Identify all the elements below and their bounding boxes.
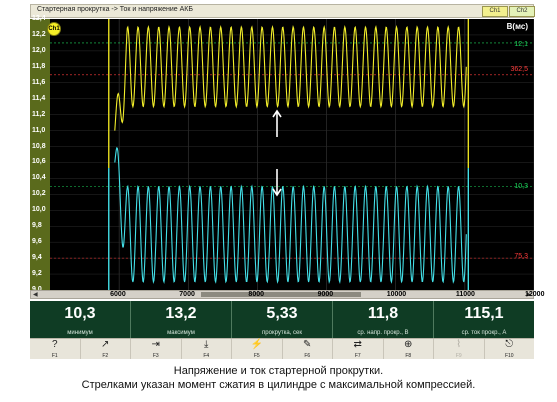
fkey-label: F2 xyxy=(102,353,109,359)
pen-icon: ✎ xyxy=(303,339,312,350)
oscillogram-svg xyxy=(50,19,534,290)
x-tick-label: 11000 xyxy=(455,291,475,298)
x-tick-label: 8000 xyxy=(248,291,264,298)
readout-cell: 5,33 прокрутка, сек xyxy=(232,301,333,338)
caption-line-2: Стрелками указан момент сжатия в цилиндр… xyxy=(81,379,476,391)
x-tick-label: 12000 xyxy=(525,291,545,298)
y-tick-label: 9,0 xyxy=(32,286,42,293)
readout-value: 5,33 xyxy=(266,305,298,322)
fkey-f1-button[interactable]: ? F1 xyxy=(30,339,81,359)
channel-1-button[interactable]: Ch1 xyxy=(482,6,508,17)
y-tick-label: 9,4 xyxy=(32,254,42,262)
function-key-bar: ? F1 ↗ F2 ⇥ F3 ⤓ F4 ⚡ F5 ✎ F6 ⇄ F7 ⊕ F8 ⌇ F9 ⎋ F10 xyxy=(30,338,534,359)
fkey-f6-button[interactable]: ✎ F6 xyxy=(283,339,333,359)
y-tick-label: 10,4 xyxy=(32,174,46,182)
fkey-label: F1 xyxy=(51,353,58,359)
y-tick-label: 11,2 xyxy=(32,110,46,118)
fkey-f9-button[interactable]: ⌇ F9 xyxy=(434,339,485,359)
readout-cell: 10,3 минимум xyxy=(30,301,131,338)
horizontal-scrollbar[interactable]: ◀ ▶ 6000 7000 8000 9000 10000 11000 12000 xyxy=(30,290,544,299)
exit-icon: ⎋ xyxy=(505,339,514,350)
y-tick-label: 11,6 xyxy=(32,78,46,86)
oscillogram-plot[interactable]: В(мс) 12,1 362,5 10,3 75,3 xyxy=(50,19,534,290)
fkey-label: F4 xyxy=(203,353,210,359)
readout-caption: ср. напр. прокр., В xyxy=(357,330,409,336)
y-tick-label: 12,2 xyxy=(32,30,46,38)
x-tick-label: 7000 xyxy=(179,291,195,298)
fkey-label: F9 xyxy=(455,353,462,359)
y-tick-label: 10,2 xyxy=(32,190,46,198)
channel-2-button[interactable]: Ch2 xyxy=(509,6,535,17)
readout-caption: прокрутка, сек xyxy=(262,330,302,336)
scroll-right-icon[interactable]: ▶ xyxy=(526,292,531,298)
fkey-f5-button[interactable]: ⚡ F5 xyxy=(232,339,283,359)
channel-1-badge[interactable]: Ch1 xyxy=(47,22,61,36)
trigger-icon: ⚡ xyxy=(250,339,263,350)
fkey-label: F10 xyxy=(504,353,514,359)
caption-line-1: Напряжение и ток стартерной прокрутки. xyxy=(173,365,384,377)
zoom-x-icon: ⇥ xyxy=(151,339,160,350)
voltage-trace xyxy=(114,24,467,131)
y-axis: 12,4 12,2 12,0 11,8 11,6 11,4 11,2 11,0 10,8 10,6… xyxy=(30,15,50,293)
fkey-f10-button[interactable]: ⎋ F10 xyxy=(485,339,535,359)
lower-top-marker-label: 10,3 xyxy=(514,183,528,190)
y-tick-label: 10,0 xyxy=(32,206,46,214)
upper-bottom-marker-label: 362,5 xyxy=(510,66,528,73)
fkey-f7-button[interactable]: ⇄ F7 xyxy=(333,339,384,359)
units-label: В(мс) xyxy=(506,22,528,31)
fkey-f8-button[interactable]: ⊕ F8 xyxy=(384,339,434,359)
fkey-label: F6 xyxy=(304,353,311,359)
help-icon: ? xyxy=(51,339,58,350)
compression-arrow-down-head xyxy=(272,188,282,197)
readout-caption: максимум xyxy=(167,330,195,336)
readout-caption: минимум xyxy=(67,330,93,336)
fkey-f2-button[interactable]: ↗ F2 xyxy=(81,339,131,359)
x-tick-label: 6000 xyxy=(110,291,126,298)
y-tick-label: 11,4 xyxy=(32,94,46,102)
y-tick-label: 12,4 xyxy=(32,15,46,22)
scroll-left-icon[interactable]: ◀ xyxy=(33,292,38,298)
fkey-label: F8 xyxy=(405,353,412,359)
y-tick-label: 10,6 xyxy=(32,158,46,166)
figure-caption: Напряжение и ток стартерной прокрутки. С… xyxy=(0,364,557,392)
compression-arrow-up-head xyxy=(272,109,282,118)
filter-icon: ⌇ xyxy=(456,339,462,350)
y-tick-label: 10,8 xyxy=(32,142,46,150)
fkey-label: F3 xyxy=(152,353,159,359)
readout-value: 13,2 xyxy=(165,305,197,322)
readout-caption: ср. ток прокр., А xyxy=(461,330,507,336)
fkey-f4-button[interactable]: ⤓ F4 xyxy=(182,339,232,359)
y-tick-label: 11,8 xyxy=(32,62,46,70)
readout-value: 115,1 xyxy=(464,305,504,322)
lower-bottom-marker-label: 75,3 xyxy=(514,253,528,260)
crosshair-icon: ⊕ xyxy=(404,339,413,350)
readout-panel: 10,3 минимум 13,2 максимум 5,33 прокрутка, се… xyxy=(30,301,534,338)
readout-cell: 11,8 ср. напр. прокр., В xyxy=(333,301,434,338)
readout-cell: 13,2 максимум xyxy=(131,301,232,338)
zoom-y-icon: ⤓ xyxy=(204,339,209,350)
swap-icon: ⇄ xyxy=(353,339,362,350)
readout-value: 10,3 xyxy=(64,305,96,322)
y-tick-label: 9,2 xyxy=(32,270,42,278)
x-tick-label: 9000 xyxy=(317,291,334,298)
x-tick-label: 10000 xyxy=(386,291,407,298)
wave-edit-icon: ↗ xyxy=(101,339,110,350)
fkey-label: F7 xyxy=(354,353,361,359)
current-trace xyxy=(114,147,467,284)
title-bar: Стартерная прокрутка -> Ток и напряжение… xyxy=(30,4,535,18)
y-tick-label: 9,6 xyxy=(32,238,42,246)
fkey-label: F5 xyxy=(253,353,260,359)
scrollbar-thumb[interactable] xyxy=(201,292,361,297)
upper-top-marker-label: 12,1 xyxy=(514,41,528,48)
readout-cell: 115,1 ср. ток прокр., А xyxy=(434,301,534,338)
window-title: Стартерная прокрутка -> Ток и напряжение… xyxy=(37,6,193,13)
y-tick-label: 11,0 xyxy=(32,126,46,134)
y-tick-label: 9,8 xyxy=(32,222,42,230)
fkey-f3-button[interactable]: ⇥ F3 xyxy=(131,339,182,359)
y-tick-label: 12,0 xyxy=(32,46,46,54)
readout-value: 11,8 xyxy=(367,305,399,322)
